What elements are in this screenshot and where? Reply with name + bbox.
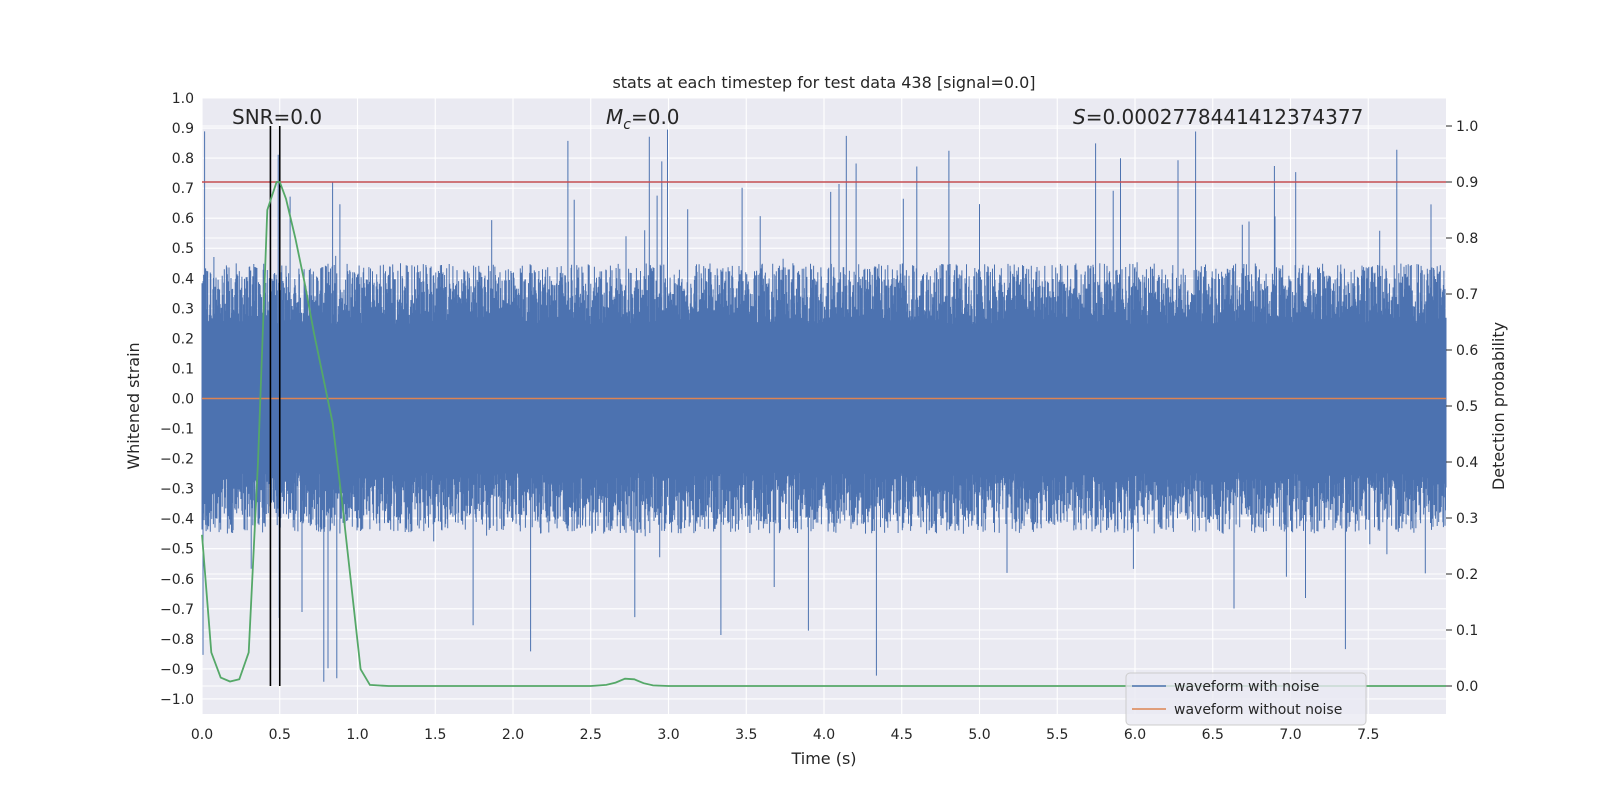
y-left-tick-label: 0.9 — [172, 121, 194, 137]
x-tick-label: 1.5 — [424, 727, 446, 743]
chart-title: stats at each timestep for test data 438… — [612, 73, 1035, 92]
legend-box — [1125, 672, 1367, 726]
chirp-mass-subscript: c — [623, 117, 631, 133]
x-tick-label: 0.5 — [269, 727, 291, 743]
x-tick-label: 5.5 — [1046, 727, 1068, 743]
x-axis-label: Time (s) — [790, 749, 856, 768]
y-left-tick-label: −0.6 — [160, 572, 194, 588]
vertical-markers — [269, 126, 281, 686]
y-right-tick-label: 0.0 — [1456, 679, 1478, 695]
y-left-tick-label: 0.1 — [172, 361, 194, 377]
y-left-tick-label: 0.2 — [172, 331, 194, 347]
y-right-tick-label: 0.6 — [1456, 343, 1478, 359]
y-right-tick-label: 0.7 — [1456, 287, 1478, 303]
y-right-ticks: 0.0 0.1 0.2 0.3 0.4 0.5 0.6 0.7 0.8 0.9 1.0 — [1446, 119, 1478, 695]
x-tick-label: 5.0 — [968, 727, 990, 743]
x-tick-label: 2.0 — [502, 727, 524, 743]
y-right-axis-label: Detection probability — [1489, 322, 1508, 490]
y-right-tick-label: 0.3 — [1456, 511, 1478, 527]
y-right-tick-label: 0.2 — [1456, 567, 1478, 583]
y-left-tick-label: 0.0 — [172, 391, 194, 407]
chirp-mass-annotation: Mc=0.0 — [606, 105, 680, 133]
score-annotation: S=0.0002778441412374377 — [1073, 105, 1363, 129]
x-tick-label: 7.0 — [1279, 727, 1301, 743]
score-symbol: S — [1073, 105, 1086, 129]
y-left-tick-label: −0.1 — [160, 422, 194, 438]
y-left-tick-label: −0.3 — [160, 482, 194, 498]
y-left-tick-label: −1.0 — [160, 692, 194, 708]
x-tick-label: 7.5 — [1357, 727, 1379, 743]
x-tick-label: 2.5 — [580, 727, 602, 743]
x-tick-label: 0.0 — [191, 727, 213, 743]
y-right-tick-label: 0.1 — [1456, 623, 1478, 639]
legend: waveform with noise waveform without noi… — [1125, 672, 1367, 726]
y-left-tick-label: −0.8 — [160, 632, 194, 648]
x-tick-label: 6.0 — [1124, 727, 1146, 743]
y-left-tick-label: −0.5 — [160, 542, 194, 558]
snr-annotation: SNR=0.0 — [232, 105, 322, 129]
x-tick-label: 6.5 — [1202, 727, 1224, 743]
y-left-tick-label: −0.2 — [160, 452, 194, 468]
y-left-tick-label: 0.4 — [172, 271, 194, 287]
x-tick-label: 4.0 — [813, 727, 835, 743]
legend-label-without-noise: waveform without noise — [1174, 702, 1342, 718]
y-left-ticks: 1.0 0.9 0.8 0.7 0.6 0.5 0.4 0.3 0.2 0.1 0.0 −0.1 −0.… — [160, 91, 194, 708]
x-tick-label: 1.0 — [346, 727, 368, 743]
y-left-tick-label: 0.3 — [172, 301, 194, 317]
score-value: =0.0002778441412374377 — [1086, 105, 1364, 129]
y-left-tick-label: 0.7 — [172, 181, 194, 197]
y-right-tick-label: 0.4 — [1456, 455, 1478, 471]
y-right-tick-label: 0.9 — [1456, 175, 1478, 191]
y-left-tick-label: −0.7 — [160, 602, 194, 618]
legend-label-with-noise: waveform with noise — [1174, 679, 1319, 695]
y-left-tick-label: 1.0 — [172, 91, 194, 107]
series-detection-probability — [201, 181, 1446, 687]
chirp-mass-symbol: M — [606, 105, 623, 129]
chirp-mass-value: =0.0 — [631, 105, 680, 129]
x-tick-label: 3.5 — [735, 727, 757, 743]
y-left-tick-label: 0.5 — [172, 241, 194, 257]
y-right-tick-label: 0.8 — [1456, 231, 1478, 247]
y-left-tick-label: −0.9 — [160, 662, 194, 678]
x-tick-label: 3.0 — [657, 727, 679, 743]
y-left-tick-label: −0.4 — [160, 512, 194, 528]
y-right-tick-label: 0.5 — [1456, 399, 1478, 415]
x-tick-label: 4.5 — [891, 727, 913, 743]
x-ticks: 0.0 0.5 1.0 1.5 2.0 2.5 3.0 3.5 4.0 4.5 5.0 5.5 6.0 6… — [191, 727, 1380, 743]
y-left-tick-label: 0.8 — [172, 151, 194, 167]
y-left-tick-label: 0.6 — [172, 211, 194, 227]
y-left-axis-label: Whitened strain — [124, 342, 143, 469]
y-right-tick-label: 1.0 — [1456, 119, 1478, 135]
